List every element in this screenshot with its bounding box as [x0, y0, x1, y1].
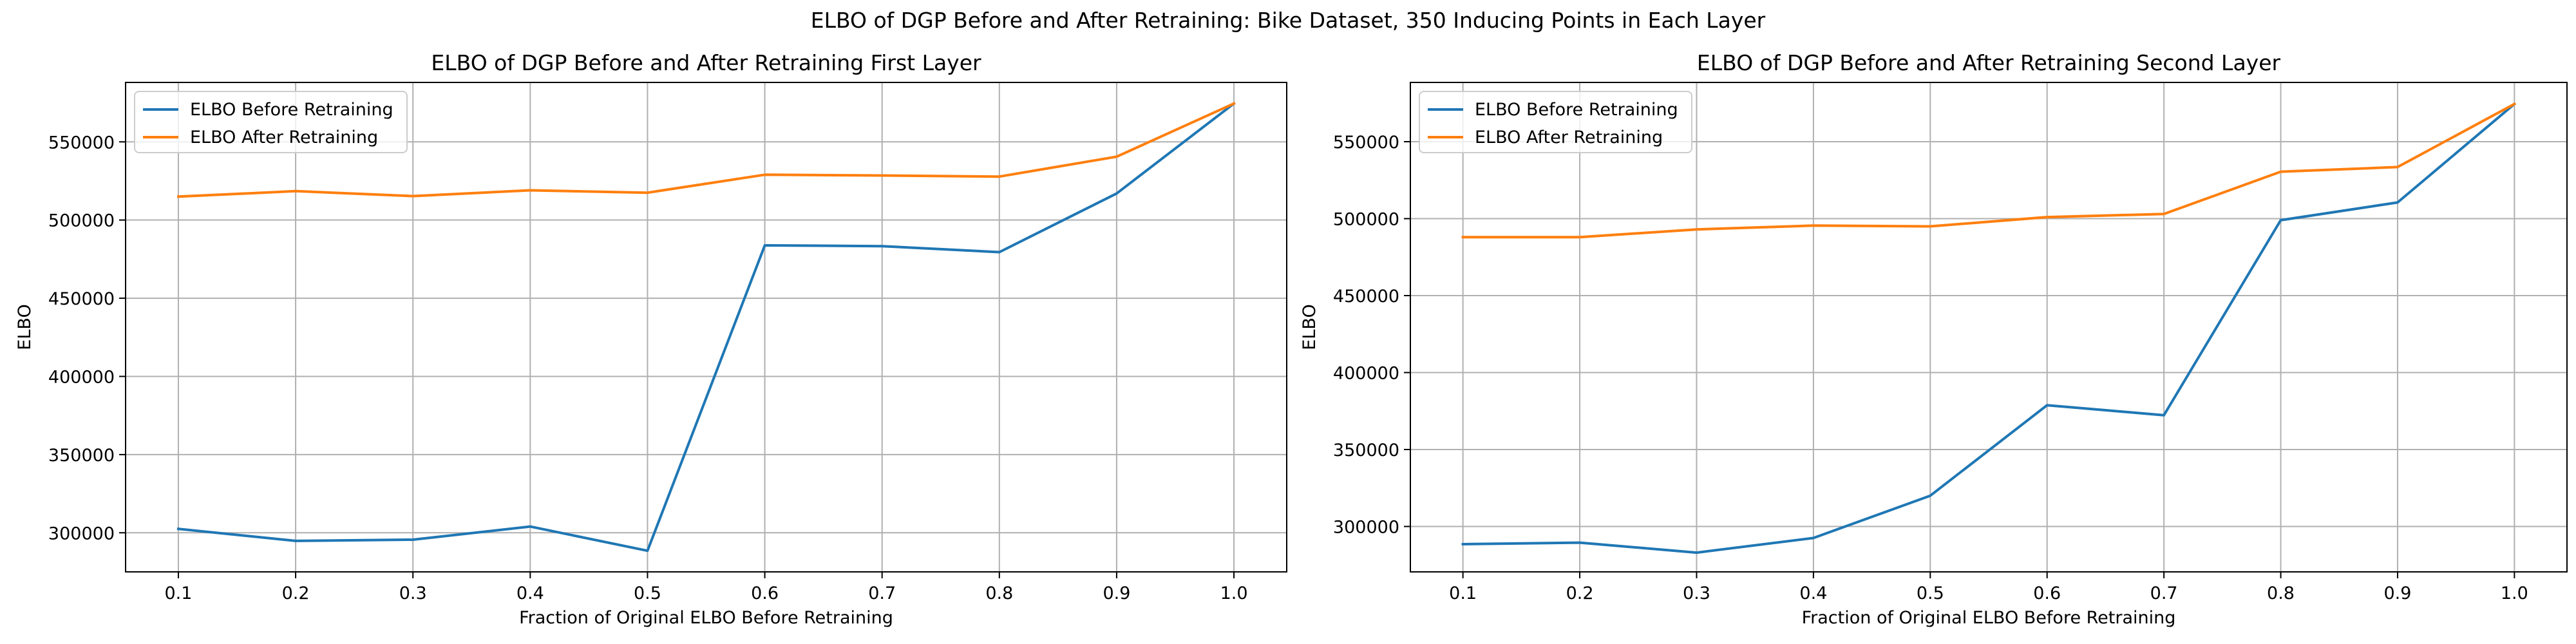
x-tick-label: 0.8 [985, 583, 1013, 603]
series-line-before-retraining [1461, 102, 2517, 554]
x-tick-label: 0.4 [516, 583, 544, 603]
y-tick-label: 550000 [48, 133, 115, 153]
x-tick-label: 0.1 [164, 583, 192, 603]
x-tick-label: 0.3 [399, 583, 427, 603]
x-tick-label: 0.7 [2150, 583, 2178, 603]
y-axis-label: ELBO [1300, 304, 1320, 350]
x-tick-label: 0.6 [751, 583, 779, 603]
figure-suptitle: ELBO of DGP Before and After Retraining:… [811, 8, 1766, 33]
x-tick-label: 0.7 [868, 583, 896, 603]
legend-box [134, 91, 408, 153]
x-tick-label: 0.2 [1566, 583, 1594, 603]
x-tick-label: 1.0 [1220, 583, 1248, 603]
y-tick-label: 350000 [48, 446, 115, 466]
axes-frame [125, 82, 1287, 573]
subplot-first-layer: 0.1 0.2 0.3 0.4 0.5 0.6 0.7 0.8 0.9 1.0 300000 3500… [15, 50, 1287, 628]
legend-box [1419, 91, 1692, 153]
y-tick-label: 450000 [1333, 287, 1399, 307]
x-axis-label: Fraction of Original ELBO Before Retrain… [519, 608, 893, 628]
axes-frame [1410, 82, 2568, 573]
y-tick-label: 300000 [48, 524, 115, 544]
legend-entry-label: ELBO After Retraining [190, 128, 378, 147]
x-tick-label: 0.2 [282, 583, 310, 603]
y-tick-label: 500000 [48, 211, 115, 231]
x-tick-label: 0.8 [2267, 583, 2295, 603]
x-tick-label: 0.9 [1103, 583, 1130, 603]
x-axis-label: Fraction of Original ELBO Before Retrain… [1802, 608, 2176, 628]
legend-entry-label: ELBO Before Retraining [1475, 100, 1678, 120]
x-tick-label: 0.3 [1683, 583, 1710, 603]
y-tick-label: 450000 [48, 289, 115, 309]
y-tick-label: 500000 [1333, 210, 1399, 230]
subplot-title: ELBO of DGP Before and After Retraining … [431, 50, 981, 75]
x-tick-label: 0.6 [2033, 583, 2061, 603]
subplot-title: ELBO of DGP Before and After Retraining … [1697, 50, 2281, 75]
y-tick-label: 300000 [1333, 517, 1399, 537]
legend-entry-label: ELBO After Retraining [1475, 128, 1663, 147]
x-tick-label: 0.5 [634, 583, 661, 603]
x-tick-label: 0.5 [1917, 583, 1944, 603]
y-tick-label: 550000 [1333, 133, 1399, 153]
x-tick-label: 0.9 [2383, 583, 2411, 603]
subplot-second-layer: 0.1 0.2 0.3 0.4 0.5 0.6 0.7 0.8 0.9 1.0 300000 3500… [1300, 50, 2568, 628]
series-line-after-retraining [1461, 102, 2517, 239]
legend-entry-label: ELBO Before Retraining [190, 100, 393, 120]
y-tick-label: 400000 [48, 367, 115, 387]
y-axis-label: ELBO [15, 304, 35, 350]
y-tick-label: 400000 [1333, 364, 1399, 384]
series-line-before-retraining [176, 101, 1236, 553]
x-tick-label: 1.0 [2501, 583, 2528, 603]
x-tick-label: 0.4 [1799, 583, 1827, 603]
x-tick-label: 0.1 [1449, 583, 1477, 603]
series-line-after-retraining [176, 102, 1236, 198]
y-tick-label: 350000 [1333, 440, 1399, 460]
